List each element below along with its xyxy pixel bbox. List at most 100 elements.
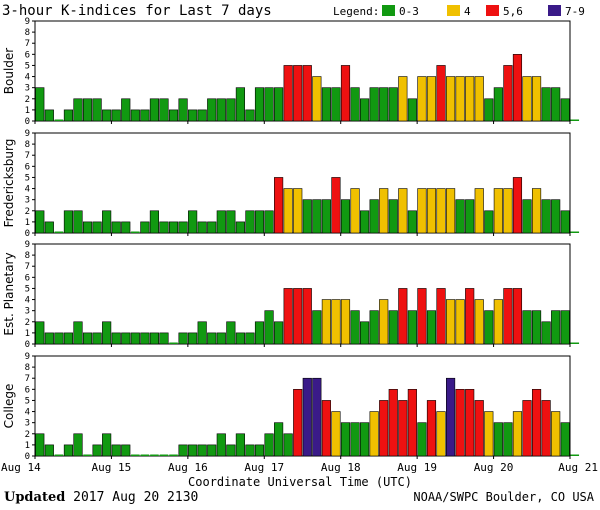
k-index-bar [188, 109, 198, 122]
k-index-bar [111, 444, 121, 457]
k-index-bar [92, 98, 102, 122]
k-index-bar [541, 87, 551, 122]
k-index-bar [293, 288, 303, 345]
k-index-bar [551, 411, 561, 457]
k-index-bar [455, 199, 465, 234]
k-index-bar [111, 221, 121, 234]
k-index-bar [188, 210, 198, 234]
k-index-bar [293, 188, 303, 234]
k-index-bar [531, 389, 542, 457]
x-axis-ticks: Aug 14 Aug 15 Aug 16 Aug 17 Aug 18 Aug 19 Aug … [1, 461, 598, 474]
k-index-bar [54, 454, 64, 456]
y-tick-label: 4 [25, 185, 30, 195]
updated-value: 2017 Aug 20 2130 [73, 490, 199, 505]
k-index-bar [474, 400, 484, 457]
k-index-bar [484, 98, 494, 122]
k-index-bar [140, 332, 150, 345]
k-index-bar [503, 65, 513, 122]
y-tick-label: 1 [25, 441, 30, 451]
k-index-bar [455, 76, 465, 122]
k-index-bar [465, 288, 475, 345]
y-tick-label: 0 [25, 340, 30, 350]
k-index-bar [398, 188, 408, 234]
k-index-bar [245, 444, 255, 457]
y-tick-label: 8 [25, 28, 30, 38]
k-index-bar [522, 310, 532, 345]
k-index-bar [531, 310, 542, 345]
k-index-bar [512, 177, 523, 234]
k-index-bar [188, 332, 198, 345]
y-tick-label: 2 [25, 430, 30, 440]
k-index-bar [178, 221, 188, 234]
k-index-bar [149, 332, 159, 345]
k-index-bar [73, 321, 83, 345]
k-index-bar [178, 98, 188, 122]
k-index-bar [426, 188, 437, 234]
k-index-bar [216, 332, 226, 345]
k-index-bar [522, 400, 532, 457]
k-index-bar [522, 199, 532, 234]
y-tick-label: 9 [25, 352, 30, 362]
k-index-bar [293, 389, 303, 457]
k-index-bar [379, 299, 389, 345]
x-tick-label: Aug 18 [321, 461, 361, 474]
k-index-bar [140, 221, 150, 234]
k-index-bar [254, 321, 265, 345]
y-tick-label: 5 [25, 61, 30, 71]
k-index-bar [254, 87, 265, 122]
k-index-bar [446, 188, 456, 234]
y-tick-label: 7 [25, 374, 30, 384]
panel-name: Est. Planetary [2, 252, 16, 335]
k-index-bar [465, 389, 475, 457]
k-index-bar [388, 310, 398, 345]
k-index-bar [417, 422, 427, 457]
panel-name: College [2, 384, 16, 429]
k-index-bar [131, 231, 140, 233]
panel-frame [34, 132, 571, 234]
k-index-bar [436, 288, 446, 345]
k-index-bar [283, 188, 293, 234]
k-index-bar [111, 332, 121, 345]
k-index-bar [321, 199, 331, 234]
y-tick-label: 0 [25, 229, 30, 239]
k-index-bar [369, 87, 379, 122]
k-index-bar [321, 400, 331, 457]
k-index-bar [188, 444, 198, 457]
k-index-bar [83, 454, 92, 456]
y-tick-label: 8 [25, 140, 30, 150]
k-index-bar [235, 332, 245, 345]
x-tick-label: Aug 19 [397, 461, 437, 474]
k-index-bar [388, 199, 398, 234]
k-index-bar [446, 76, 456, 122]
k-index-bar [379, 400, 389, 457]
k-index-bar [331, 177, 341, 234]
k-index-bar [388, 389, 398, 457]
k-index-bar [264, 433, 274, 457]
k-index-bar [398, 288, 408, 345]
y-tick-label: 6 [25, 50, 30, 60]
panel-frame [34, 243, 571, 345]
k-index-bar [426, 310, 437, 345]
x-tick-label: Aug 21 [558, 461, 598, 474]
k-index-bar [560, 422, 570, 457]
k-index-bar [245, 210, 255, 234]
k-index-bar [140, 109, 150, 122]
k-index-bar [245, 109, 255, 122]
legend-entry-4: 7-9 [565, 5, 585, 18]
k-index-bar [226, 98, 236, 122]
k-index-bar [207, 221, 217, 234]
k-index-bar [541, 321, 551, 345]
k-index-bar [254, 210, 265, 234]
k-index-bar [35, 87, 45, 122]
y-tick-label: 5 [25, 396, 30, 406]
k-index-bar [350, 310, 360, 345]
k-index-bar [149, 210, 159, 234]
legend-label: Legend: [333, 5, 379, 18]
k-index-bar [570, 119, 580, 121]
k-index-bar [379, 188, 389, 234]
k-index-bar [407, 210, 417, 234]
k-index-bar [159, 332, 169, 345]
legend-entry-3: 5,6 [503, 5, 523, 18]
k-index-bar [82, 332, 93, 345]
